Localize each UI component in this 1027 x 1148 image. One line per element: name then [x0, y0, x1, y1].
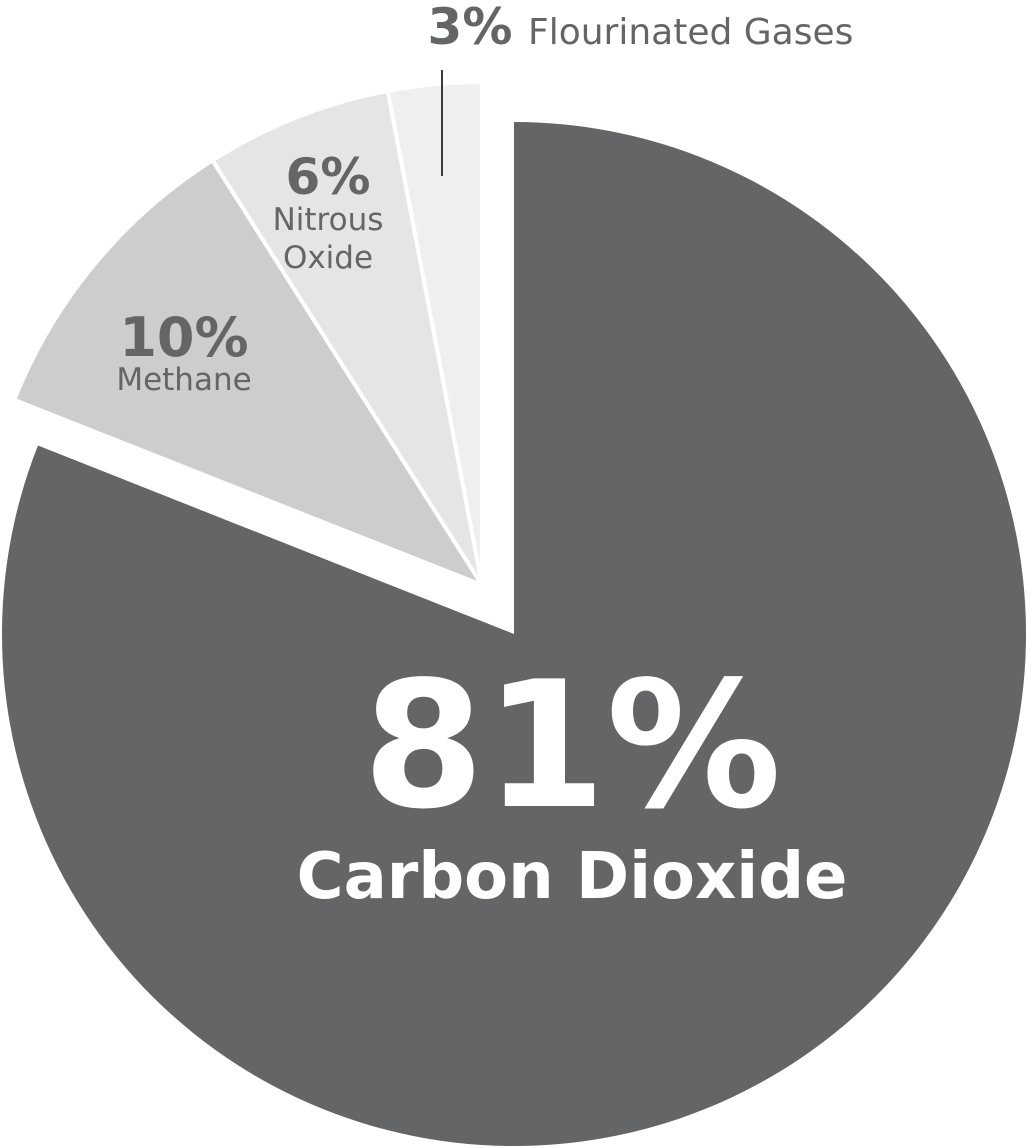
- pie-slice-nitrous-oxide: [210, 88, 484, 587]
- slice-name-nitrous-oxide-2: Oxide: [283, 240, 373, 276]
- label-flourinated-gases: 3% Flourinated Gases: [428, 0, 854, 56]
- slice-percent-nitrous-oxide: 6%: [286, 148, 371, 206]
- slice-name-methane: Methane: [116, 362, 251, 398]
- slice-percent-flourinated-gases: 3%: [428, 0, 513, 56]
- slice-name-nitrous-oxide-1: Nitrous: [273, 202, 384, 238]
- pie-slices: [1, 80, 1026, 1146]
- slice-name-flourinated-gases: Flourinated Gases: [528, 12, 853, 53]
- label-carbon-dioxide: 81%Carbon Dioxide: [297, 645, 848, 914]
- slice-percent-carbon-dioxide: 81%: [363, 645, 782, 848]
- pie-labels: 81%Carbon Dioxide10%Methane6%NitrousOxid…: [116, 0, 853, 914]
- slice-percent-methane: 10%: [119, 306, 248, 369]
- pie-slice-carbon-dioxide: [1, 122, 1026, 1146]
- pie-slice-methane: [12, 158, 484, 587]
- label-methane: 10%Methane: [116, 306, 251, 398]
- slice-name-carbon-dioxide: Carbon Dioxide: [297, 840, 848, 914]
- pie-slice-flourinated-gases: [385, 80, 484, 587]
